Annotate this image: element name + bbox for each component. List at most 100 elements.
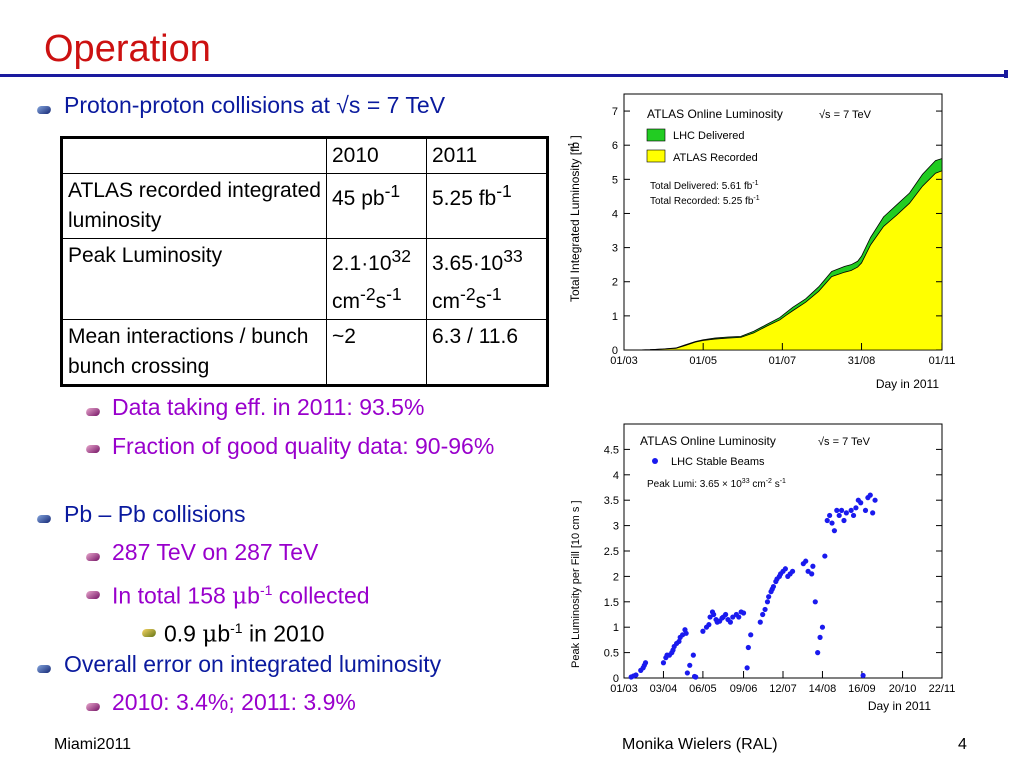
cell-2010-peak: 2.1·1032 cm-2s-1 <box>326 238 427 320</box>
annotation-sup: -1 <box>753 195 759 202</box>
x-tick-label: 09/06 <box>730 683 758 695</box>
data-point <box>727 619 733 625</box>
data-point <box>660 660 667 666</box>
cell-2011-interactions: 6.3 / 11.6 <box>426 319 548 386</box>
annotation-text: Total Recorded: 5.25 fb <box>650 196 754 207</box>
y-tick-label: 1 <box>612 311 618 323</box>
data-point <box>843 510 849 516</box>
bullet-total: In total 158 μb-1 collected <box>112 577 370 611</box>
axes-layer: 0 0.5 1 1.5 2 2.5 3 3.5 4 4.5 01/03 03/04 06/05 09/06… <box>604 444 956 695</box>
data-point <box>822 553 828 559</box>
data-point <box>858 500 864 506</box>
y-tick-label: 0 <box>612 345 618 357</box>
data-point <box>810 563 816 569</box>
y-tick-label: 3 <box>613 521 619 533</box>
footer-left: Miami2011 <box>54 736 132 753</box>
data-point <box>683 630 689 636</box>
x-tick-label: 22/11 <box>929 683 956 695</box>
area-layer <box>624 157 943 351</box>
data-point <box>819 624 826 630</box>
chart2-ylabel: Peak Luminosity per Fill [10 cm s ] <box>570 500 582 668</box>
bullet-marker-icon <box>84 553 102 561</box>
data-point <box>762 606 768 613</box>
legend-swatch-delivered <box>646 128 666 142</box>
series-area-1 <box>624 170 943 351</box>
value-text: 2.1·10 <box>332 252 392 275</box>
text: b <box>217 620 231 647</box>
data-point <box>748 632 754 638</box>
x-tick-label: 01/03 <box>610 683 638 695</box>
data-point <box>633 672 639 678</box>
value-text: 45 pb <box>332 187 385 210</box>
mu-symbol: μ <box>232 583 248 610</box>
chart2-energy: √s = 7 TeV <box>818 436 871 448</box>
data-point <box>760 611 766 618</box>
y-tick-label: 1.5 <box>604 597 619 609</box>
y-tick-label: 1 <box>613 622 619 634</box>
slide-title: Operation <box>44 28 211 70</box>
text: in 2010 <box>242 620 325 647</box>
y-tick-label: 4 <box>613 470 619 482</box>
data-point <box>862 507 869 513</box>
data-point <box>870 510 876 516</box>
y-tick-label: 0.5 <box>604 648 619 660</box>
unit-sup: -2 <box>360 284 376 304</box>
y-tick-label: 2 <box>613 571 619 583</box>
data-point <box>730 614 736 620</box>
x-tick-label: 14/08 <box>809 683 837 695</box>
bullet-error: Overall error on integrated luminosity <box>64 651 442 677</box>
value-sup: -1 <box>496 181 512 201</box>
bullet-pp: Proton-proton collisions at √s = 7 TeV <box>64 92 446 118</box>
data-point <box>827 512 833 519</box>
value-sup: 33 <box>503 246 523 266</box>
chart2-title: ATLAS Online Luminosity <box>640 434 776 448</box>
x-tick-label: 20/10 <box>889 683 917 695</box>
data-point <box>693 674 699 680</box>
data-point <box>817 634 823 640</box>
annotation-text: Peak Lumi: 3.65 × 10 <box>647 479 742 490</box>
data-point <box>803 558 809 564</box>
data-point <box>824 517 830 524</box>
bullet-eff: Data taking eff. in 2011: 93.5% <box>112 394 425 420</box>
data-point <box>782 566 788 572</box>
data-point <box>706 622 712 628</box>
bullet-marker-icon <box>35 515 53 523</box>
x-tick-label: 01/05 <box>689 355 717 367</box>
unit-text: cm <box>332 290 360 313</box>
unit-text: s <box>375 290 387 313</box>
title-rule-end <box>1004 70 1008 78</box>
page-number: 4 <box>958 736 967 753</box>
row-label-recorded: ATLAS recorded integrated luminosity <box>61 173 327 239</box>
text: In total 158 <box>112 582 233 609</box>
table-row: Peak Luminosity 2.1·1032 cm-2s-1 3.65·103… <box>61 238 548 320</box>
annotation-text: Total Delivered: 5.61 fb <box>650 181 753 192</box>
data-point <box>700 628 706 634</box>
bullet-errval: 2010: 3.4%; 2011: 3.9% <box>112 689 356 715</box>
cell-2011-recorded: 5.25 fb-1 <box>426 173 548 239</box>
bullet-marker-icon <box>35 106 53 114</box>
y-tick-label: 6 <box>612 140 618 152</box>
unit-sup: -1 <box>486 284 502 304</box>
data-point <box>723 611 729 618</box>
x-tick-label: 12/07 <box>769 683 797 695</box>
data-point <box>736 614 742 620</box>
row-label-interactions: Mean interactions / bunch bunch crossing <box>61 319 327 386</box>
bullet-marker-icon <box>35 665 53 673</box>
luminosity-table: 2010 2011 ATLAS recorded integrated lumi… <box>60 136 549 387</box>
ylabel-text: Peak Luminosity per Fill [10 cm s ] <box>570 500 582 668</box>
data-point <box>805 568 811 574</box>
bullet-marker-icon <box>84 703 102 711</box>
text: collected <box>272 582 370 609</box>
bullet-marker-icon <box>140 629 158 637</box>
x-tick-label: 03/04 <box>650 683 678 695</box>
cell-2010-interactions: ~2 <box>326 319 427 386</box>
annotation-sup: -2 <box>766 478 772 485</box>
y-tick-label: 3 <box>612 243 618 255</box>
x-tick-label: 06/05 <box>689 683 717 695</box>
integrated-lumi-chart: 0 1 2 3 4 5 6 7 01/03 01/05 01/07 31/08 01/11 ATLAS … <box>563 80 990 400</box>
data-point <box>740 610 747 616</box>
data-point <box>687 662 693 668</box>
x-tick-label: 01/03 <box>610 355 638 367</box>
chart2-annotation: Peak Lumi: 3.65 × 1033 cm-2 s-1 <box>647 478 786 490</box>
sup: -1 <box>230 620 243 636</box>
